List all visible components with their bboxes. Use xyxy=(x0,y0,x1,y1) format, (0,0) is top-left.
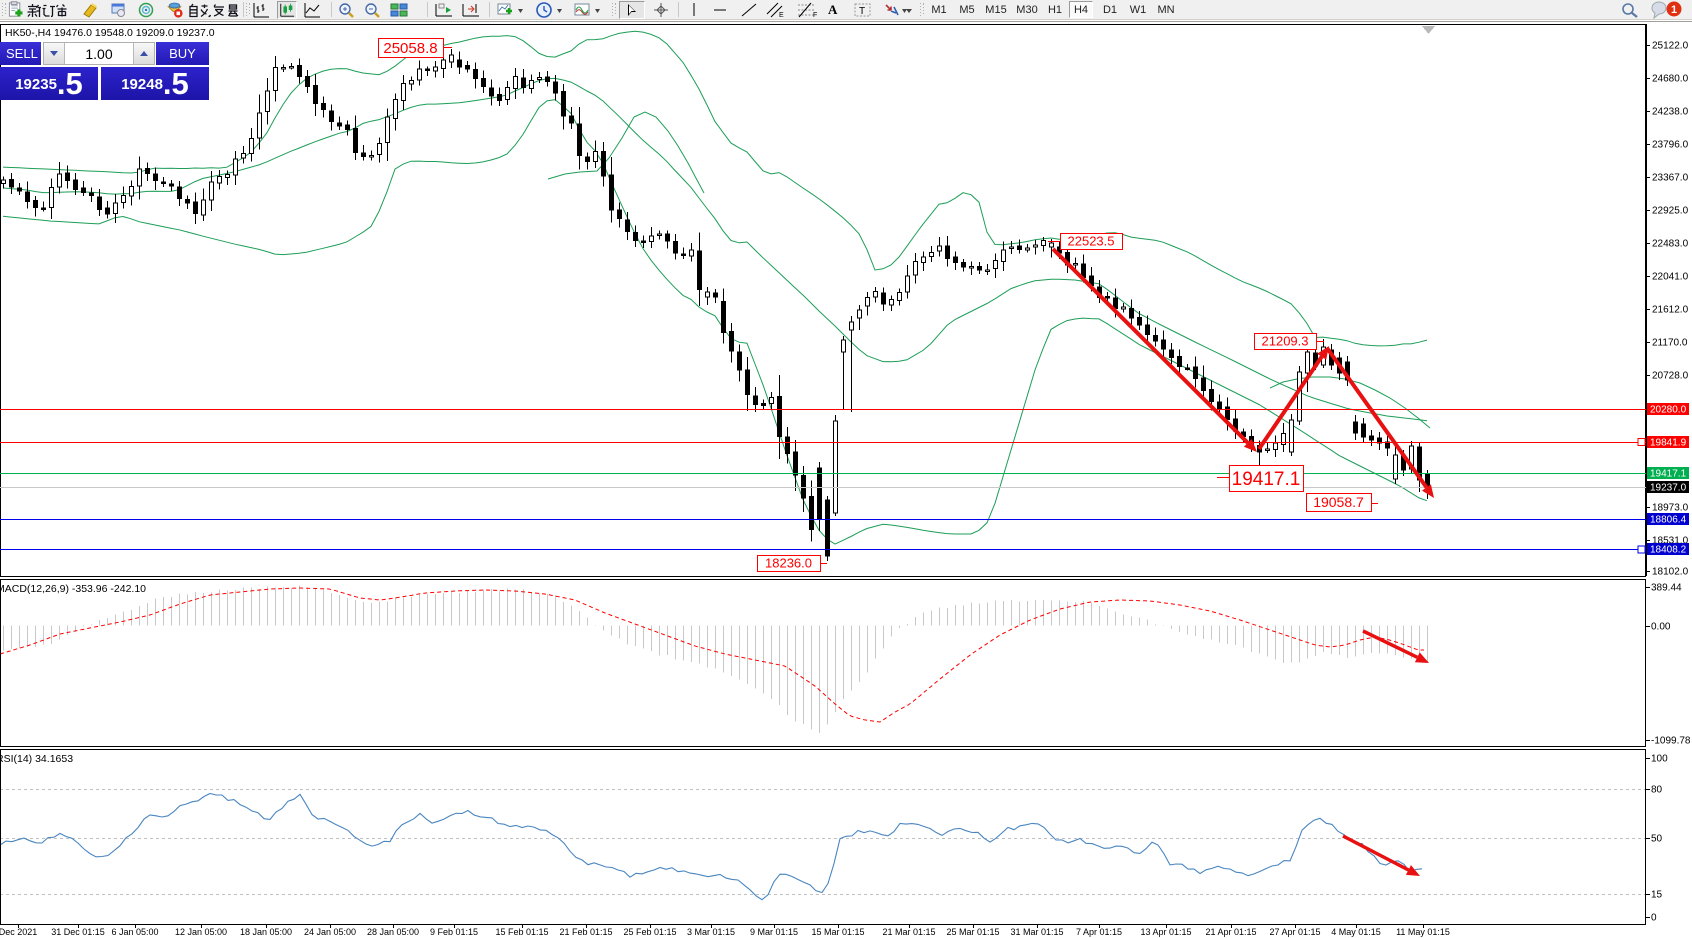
svg-text:E: E xyxy=(779,12,784,19)
svg-text:9 Feb 01:15: 9 Feb 01:15 xyxy=(430,927,478,937)
svg-text:21170.0: 21170.0 xyxy=(1652,338,1688,349)
svg-text:12 Jan 05:00: 12 Jan 05:00 xyxy=(175,927,227,937)
svg-text:19237.0: 19237.0 xyxy=(1650,483,1687,494)
svg-text:7 Apr 01:15: 7 Apr 01:15 xyxy=(1076,927,1122,937)
svg-text:22483.0: 22483.0 xyxy=(1652,239,1689,250)
svg-text:T: T xyxy=(859,6,865,17)
svg-text:RSI(14) 34.1653: RSI(14) 34.1653 xyxy=(0,753,73,765)
svg-text:18 Jan 05:00: 18 Jan 05:00 xyxy=(240,927,292,937)
svg-text:24680.0: 24680.0 xyxy=(1652,74,1689,85)
svg-text:24 Jan 05:00: 24 Jan 05:00 xyxy=(304,927,356,937)
svg-text:18973.0: 18973.0 xyxy=(1652,503,1689,514)
svg-text:21 Apr 01:15: 21 Apr 01:15 xyxy=(1205,927,1256,937)
svg-text:15 Feb 01:15: 15 Feb 01:15 xyxy=(495,927,548,937)
svg-text:21209.3: 21209.3 xyxy=(1262,334,1309,349)
svg-text:0: 0 xyxy=(1651,913,1657,924)
svg-text:22041.0: 22041.0 xyxy=(1652,272,1689,283)
svg-text:0.00: 0.00 xyxy=(1651,622,1671,633)
svg-text:19417.1: 19417.1 xyxy=(1650,469,1687,480)
svg-text:100: 100 xyxy=(1651,754,1668,765)
svg-text:27 Apr 01:15: 27 Apr 01:15 xyxy=(1269,927,1320,937)
svg-text:MACD(12,26,9) -353.96 -242.10: MACD(12,26,9) -353.96 -242.10 xyxy=(0,583,146,595)
svg-text:3 Mar 01:15: 3 Mar 01:15 xyxy=(687,927,735,937)
svg-text:24238.0: 24238.0 xyxy=(1652,107,1689,118)
svg-text:15 Mar 01:15: 15 Mar 01:15 xyxy=(811,927,864,937)
svg-text:28 Jan 05:00: 28 Jan 05:00 xyxy=(367,927,419,937)
svg-text:19058.7: 19058.7 xyxy=(1313,494,1364,510)
svg-text:25058.8: 25058.8 xyxy=(383,40,437,57)
svg-text:11 May 01:15: 11 May 01:15 xyxy=(1396,927,1450,937)
svg-text:HK50-,H4 19476.0 19548.0 1920: HK50-,H4 19476.0 19548.0 19209.0 19237.0 xyxy=(5,27,215,39)
svg-text:18102.0: 18102.0 xyxy=(1652,567,1689,578)
svg-text:31 Dec 01:15: 31 Dec 01:15 xyxy=(51,927,105,937)
svg-text:18531.0: 18531.0 xyxy=(1652,536,1689,547)
svg-text:19417.1: 19417.1 xyxy=(1232,469,1301,490)
svg-text:-1099.78: -1099.78 xyxy=(1651,736,1691,747)
svg-text:18408.2: 18408.2 xyxy=(1650,545,1687,556)
svg-text:9 Mar 01:15: 9 Mar 01:15 xyxy=(750,927,798,937)
svg-text:80: 80 xyxy=(1651,785,1663,796)
svg-text:31 Mar 01:15: 31 Mar 01:15 xyxy=(1010,927,1063,937)
svg-text:1: 1 xyxy=(1671,4,1677,16)
svg-text:22925.0: 22925.0 xyxy=(1652,206,1689,217)
svg-text:18236.0: 18236.0 xyxy=(765,556,812,571)
svg-text:21 Mar 01:15: 21 Mar 01:15 xyxy=(882,927,935,937)
svg-text:23796.0: 23796.0 xyxy=(1652,140,1689,151)
svg-text:389.44: 389.44 xyxy=(1651,583,1682,594)
svg-text:25 Feb 01:15: 25 Feb 01:15 xyxy=(623,927,676,937)
svg-text:23367.0: 23367.0 xyxy=(1652,173,1689,184)
svg-text:6 Jan 05:00: 6 Jan 05:00 xyxy=(111,927,158,937)
svg-text:19841.9: 19841.9 xyxy=(1650,438,1687,449)
svg-text:Dec 2021: Dec 2021 xyxy=(0,927,37,937)
svg-text:22523.5: 22523.5 xyxy=(1068,234,1115,249)
svg-text:F: F xyxy=(813,12,817,19)
svg-text:15: 15 xyxy=(1651,890,1663,901)
svg-text:18806.4: 18806.4 xyxy=(1650,515,1687,526)
svg-text:25122.0: 25122.0 xyxy=(1652,41,1689,52)
svg-text:50: 50 xyxy=(1651,834,1663,845)
svg-text:4 May 01:15: 4 May 01:15 xyxy=(1331,927,1381,937)
svg-text:20728.0: 20728.0 xyxy=(1652,371,1689,382)
svg-text:21612.0: 21612.0 xyxy=(1652,305,1689,316)
svg-text:25 Mar 01:15: 25 Mar 01:15 xyxy=(946,927,999,937)
svg-text:21 Feb 01:15: 21 Feb 01:15 xyxy=(559,927,612,937)
svg-text:20280.0: 20280.0 xyxy=(1650,405,1687,416)
svg-text:13 Apr 01:15: 13 Apr 01:15 xyxy=(1140,927,1191,937)
